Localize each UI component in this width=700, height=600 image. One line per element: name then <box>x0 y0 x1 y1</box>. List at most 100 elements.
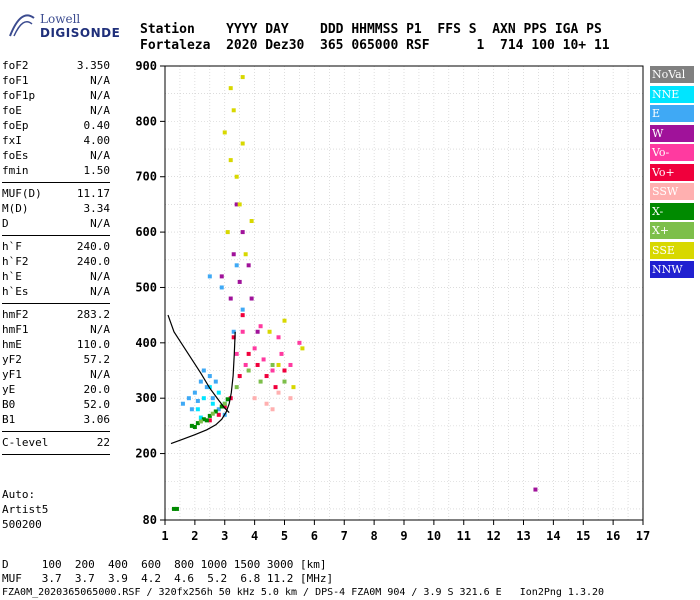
param-value: N/A <box>90 323 110 336</box>
point-w <box>246 263 251 268</box>
param-label: yE <box>2 383 16 396</box>
param-value: 240.0 <box>76 240 110 253</box>
point-nne <box>195 407 200 412</box>
param-row: h`E N/A <box>2 269 110 284</box>
x-tick-label: 12 <box>486 529 500 543</box>
divider <box>2 182 110 183</box>
y-tick-label: 900 <box>135 59 157 73</box>
param-label: foEp <box>2 119 29 132</box>
logo-brand: Lowell <box>40 12 81 26</box>
point-x- <box>270 362 275 367</box>
param-row: MUF(D) 11.17 <box>2 186 110 201</box>
legend-item-x-: X- <box>650 202 694 220</box>
param-value: 3.06 <box>83 413 111 426</box>
point-nne <box>216 390 221 395</box>
param-row: h`Es N/A <box>2 284 110 299</box>
point-e <box>189 407 194 412</box>
param-value: N/A <box>90 149 110 162</box>
x-tick-label: 16 <box>606 529 620 543</box>
y-tick-label: 700 <box>135 170 157 184</box>
point-sse <box>231 108 236 113</box>
point-x- <box>192 424 197 429</box>
x-tick-label: 2 <box>191 529 198 543</box>
header-values: Fortaleza 2020 Dez30 365 065000 RSF 1 71… <box>140 38 610 53</box>
logo-arc-icon <box>9 14 35 37</box>
param-value: N/A <box>90 285 110 298</box>
param-value: N/A <box>90 89 110 102</box>
param-row: foEp 0.40 <box>2 118 110 133</box>
point-sse <box>282 318 287 323</box>
param-row: foF1p N/A <box>2 88 110 103</box>
param-row: M(D) 3.34 <box>2 201 110 216</box>
point-sse <box>300 346 305 351</box>
point-x- <box>207 413 212 418</box>
point-w <box>231 252 236 257</box>
point-vo- <box>261 357 266 362</box>
param-row: yE 20.0 <box>2 382 110 397</box>
legend-item-nne: NNE <box>650 85 694 103</box>
point-x- <box>171 506 176 511</box>
point-w <box>228 296 233 301</box>
point-e <box>207 274 212 279</box>
y-tick-label: 300 <box>135 391 157 405</box>
x-tick-label: 10 <box>427 529 441 543</box>
point-vo- <box>240 313 245 318</box>
point-sse <box>228 158 233 163</box>
point-e <box>195 398 200 403</box>
station-header: Station YYYY DAY DDD HHMMSS P1 FFS S AXN… <box>140 22 610 54</box>
plot-frame <box>164 65 644 521</box>
point-e <box>216 407 221 412</box>
point-sse <box>291 385 296 390</box>
point-e <box>219 285 224 290</box>
point-ssw <box>270 407 275 412</box>
parameter-panel: foF2 3.350 foF1 N/A foF1p N/A foE N/A foEp 0.40 fx… <box>2 58 110 458</box>
x-tick-label: 14 <box>546 529 560 543</box>
point-e <box>180 401 185 406</box>
point-vo- <box>282 368 287 373</box>
point-e <box>204 385 209 390</box>
param-value: N/A <box>90 217 110 230</box>
param-label: yF1 <box>2 368 22 381</box>
param-label: B1 <box>2 413 16 426</box>
y-tick-label: 600 <box>135 225 157 239</box>
x-tick-label: 17 <box>636 529 650 543</box>
legend-item-ssw: SSW <box>650 183 694 200</box>
param-value: 11.17 <box>76 187 110 200</box>
param-label: foEs <box>2 149 29 162</box>
param-value: 110.0 <box>76 338 110 351</box>
point-vo- <box>237 374 242 379</box>
point-sse <box>249 219 254 224</box>
param-value: N/A <box>90 104 110 117</box>
autoscaling-info: Auto: Artist5 500200 <box>2 487 48 532</box>
x-tick-label: 1 <box>161 529 168 543</box>
point-x- <box>222 401 227 406</box>
point-sse <box>240 75 245 80</box>
legend-item-noval: NoVal <box>650 66 694 83</box>
point-nne <box>210 401 215 406</box>
point-e <box>213 379 218 384</box>
point-vo- <box>264 374 269 379</box>
point-ssw <box>252 396 257 401</box>
digisonde-logo: Lowell DIGISONDE <box>6 6 136 46</box>
point-x- <box>201 417 206 422</box>
point-sse <box>267 329 272 334</box>
param-value: N/A <box>90 270 110 283</box>
param-label: foF1 <box>2 74 29 87</box>
x-tick-label: 4 <box>251 529 258 543</box>
point-w <box>219 274 224 279</box>
param-label: foF2 <box>2 59 29 72</box>
point-w <box>249 296 254 301</box>
point-x- <box>195 421 200 426</box>
point-e <box>207 374 212 379</box>
point-w <box>234 202 239 207</box>
param-label: h`F <box>2 240 22 253</box>
point-vo- <box>270 368 275 373</box>
point-ssw <box>264 401 269 406</box>
x-tick-label: 9 <box>400 529 407 543</box>
point-sse <box>237 202 242 207</box>
x-tick-label: 8 <box>371 529 378 543</box>
point-vo- <box>276 335 281 340</box>
y-tick-label: 80 <box>143 513 157 527</box>
param-label: h`Es <box>2 285 29 298</box>
